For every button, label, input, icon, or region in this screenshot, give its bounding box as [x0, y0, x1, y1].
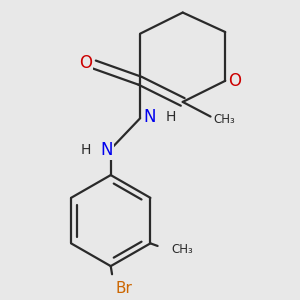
- Text: O: O: [79, 54, 92, 72]
- Text: O: O: [229, 72, 242, 90]
- Text: Br: Br: [116, 281, 133, 296]
- Text: N: N: [100, 141, 113, 159]
- Text: CH₃: CH₃: [214, 113, 236, 126]
- Text: N: N: [144, 108, 156, 126]
- Text: H: H: [166, 110, 176, 124]
- Text: H: H: [81, 143, 92, 157]
- Text: CH₃: CH₃: [171, 243, 193, 256]
